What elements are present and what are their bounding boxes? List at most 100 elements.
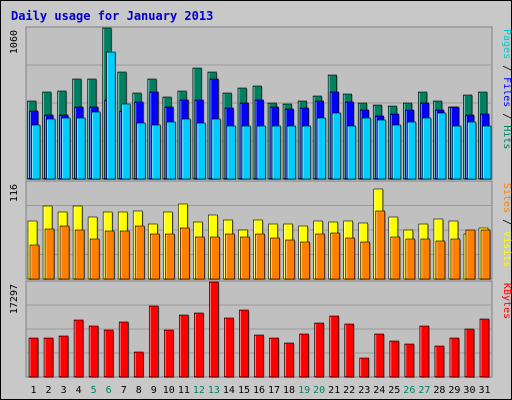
bar-pages-20 xyxy=(316,117,326,180)
bar-kbytes-23 xyxy=(359,357,370,378)
x-tick-label-9: 9 xyxy=(151,385,157,396)
bar-kbytes-6 xyxy=(103,329,114,378)
side-label-part: Visits xyxy=(501,231,512,267)
bar-kbytes-5 xyxy=(88,325,99,378)
x-tick-label-13: 13 xyxy=(208,385,220,396)
chart-title: Daily usage for January 2013 xyxy=(11,9,214,23)
bar-pages-1 xyxy=(31,124,41,180)
x-tick-label-6: 6 xyxy=(106,385,112,396)
bar-sites-16 xyxy=(255,233,265,280)
side-label-part: Files xyxy=(501,77,512,107)
bar-kbytes-16 xyxy=(254,334,264,378)
bar-sites-5 xyxy=(89,238,100,280)
x-tick-label-20: 20 xyxy=(313,385,325,396)
bar-pages-13 xyxy=(211,118,221,180)
bar-pages-25 xyxy=(391,124,402,180)
bar-kbytes-11 xyxy=(179,314,189,378)
bar-pages-29 xyxy=(452,125,462,180)
bar-sites-14 xyxy=(225,233,235,280)
x-tick-label-15: 15 xyxy=(238,385,250,396)
side-label-hits-files-pages: Pages / Files / Hits xyxy=(501,29,512,149)
bar-sites-18 xyxy=(285,239,295,280)
x-tick-label-17: 17 xyxy=(268,385,280,396)
x-tick-label-23: 23 xyxy=(358,385,370,396)
side-label-part: / xyxy=(501,213,512,231)
bar-kbytes-26 xyxy=(404,343,415,378)
bar-kbytes-24 xyxy=(374,333,385,378)
x-tick-label-8: 8 xyxy=(136,385,142,396)
bar-kbytes-1 xyxy=(28,337,39,378)
y-max-label-hits-files-pages: 1060 xyxy=(9,30,20,54)
bar-kbytes-29 xyxy=(449,337,460,378)
side-label-visits-sites: Sites / Visits xyxy=(501,183,512,267)
bar-pages-4 xyxy=(76,117,86,180)
y-max-label-visits-sites: 116 xyxy=(9,184,20,202)
bar-sites-1 xyxy=(29,244,40,280)
bar-kbytes-25 xyxy=(389,340,400,378)
side-label-part: / xyxy=(501,59,512,77)
x-tick-label-10: 10 xyxy=(163,385,175,396)
x-tick-label-14: 14 xyxy=(223,385,235,396)
x-tick-label-21: 21 xyxy=(328,385,340,396)
bar-sites-29 xyxy=(450,238,461,280)
bar-sites-10 xyxy=(164,233,175,280)
bar-kbytes-15 xyxy=(239,309,249,378)
bar-pages-8 xyxy=(136,122,146,180)
x-tick-label-18: 18 xyxy=(283,385,295,396)
bar-pages-27 xyxy=(422,117,432,180)
x-tick-label-12: 12 xyxy=(193,385,205,396)
bar-kbytes-21 xyxy=(329,315,339,378)
bar-sites-13 xyxy=(210,236,220,280)
bar-sites-22 xyxy=(345,237,356,280)
bar-pages-10 xyxy=(166,121,176,180)
bar-sites-31 xyxy=(480,229,491,280)
bar-sites-12 xyxy=(195,236,205,280)
side-label-part: KBytes xyxy=(501,283,512,319)
bar-pages-9 xyxy=(151,124,161,180)
bar-sites-15 xyxy=(240,236,250,280)
bar-kbytes-17 xyxy=(269,337,279,378)
x-tick-label-25: 25 xyxy=(388,385,400,396)
bar-kbytes-20 xyxy=(314,322,324,378)
bar-sites-11 xyxy=(180,227,190,280)
bar-kbytes-31 xyxy=(479,318,490,378)
side-label-part: Sites xyxy=(501,183,512,213)
bar-pages-30 xyxy=(467,121,477,180)
bar-sites-24 xyxy=(375,210,386,280)
bar-pages-28 xyxy=(437,112,447,180)
bar-kbytes-9 xyxy=(148,305,159,378)
bar-pages-16 xyxy=(256,125,266,180)
side-label-part: Hits xyxy=(501,125,512,149)
x-tick-label-27: 27 xyxy=(418,385,430,396)
bar-kbytes-19 xyxy=(299,333,309,378)
bar-pages-17 xyxy=(271,125,281,180)
bar-pages-2 xyxy=(46,118,56,180)
bar-kbytes-12 xyxy=(194,312,204,378)
x-tick-label-31: 31 xyxy=(478,385,490,396)
bar-sites-17 xyxy=(270,237,280,280)
bar-kbytes-30 xyxy=(464,328,475,378)
bar-sites-27 xyxy=(420,238,431,280)
bar-sites-8 xyxy=(134,225,145,280)
x-tick-label-11: 11 xyxy=(178,385,190,396)
bar-sites-26 xyxy=(405,238,416,280)
bar-sites-6 xyxy=(104,230,115,280)
bar-sites-2 xyxy=(44,228,55,280)
bar-sites-25 xyxy=(390,236,401,280)
bar-sites-28 xyxy=(435,240,446,280)
bar-pages-5 xyxy=(91,111,101,180)
bar-pages-15 xyxy=(241,125,251,180)
bar-pages-21 xyxy=(331,112,341,180)
x-tick-label-24: 24 xyxy=(373,385,385,396)
x-tick-label-16: 16 xyxy=(253,385,265,396)
x-tick-label-26: 26 xyxy=(403,385,415,396)
bar-pages-7 xyxy=(121,103,131,180)
bar-pages-31 xyxy=(482,125,492,180)
bar-pages-19 xyxy=(301,125,311,180)
bar-pages-24 xyxy=(376,119,387,180)
bar-pages-26 xyxy=(407,121,417,180)
bar-kbytes-13 xyxy=(209,281,219,378)
bar-sites-20 xyxy=(315,233,325,280)
bar-sites-19 xyxy=(300,241,310,280)
